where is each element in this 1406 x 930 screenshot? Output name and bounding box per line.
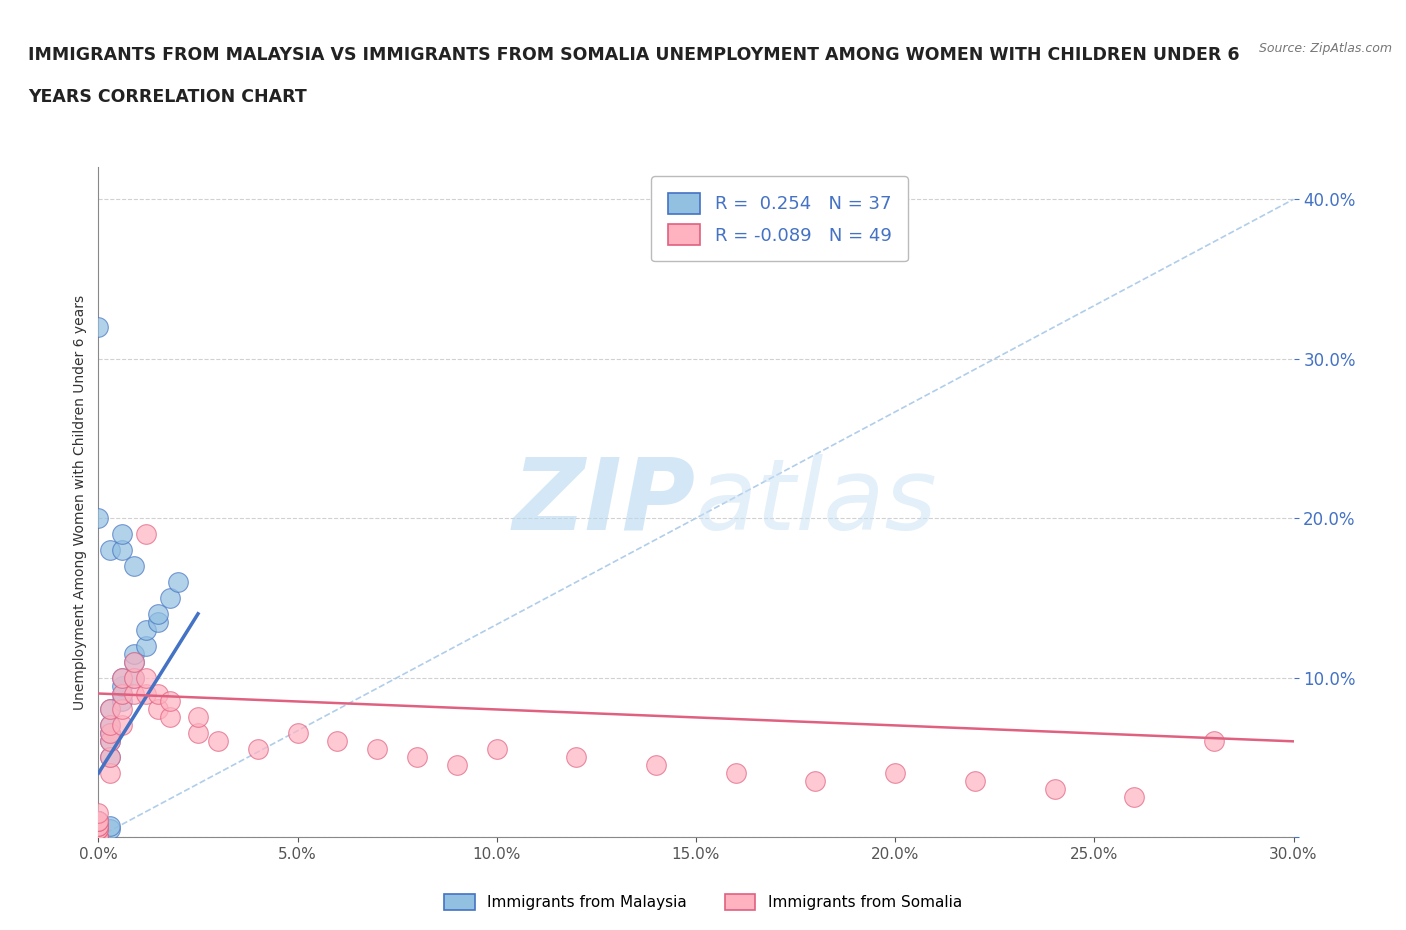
Point (87, 319, 110, 334)
Point (366, 742, 388, 757)
Legend: R =  0.254   N = 37, R = -0.089   N = 49: R = 0.254 N = 37, R = -0.089 N = 49 (651, 177, 908, 261)
Text: IMMIGRANTS FROM MALAYSIA VS IMMIGRANTS FROM SOMALIA UNEMPLOYMENT AMONG WOMEN WIT: IMMIGRANTS FROM MALAYSIA VS IMMIGRANTS F… (28, 46, 1240, 64)
Point (87, 821, 110, 836)
Point (963, 774, 986, 789)
Point (87, 821, 110, 836)
Point (406, 750, 429, 764)
Point (565, 750, 588, 764)
Point (326, 734, 349, 749)
Point (148, 606, 170, 621)
Point (159, 694, 181, 709)
Point (159, 591, 181, 605)
Point (87, 818, 110, 833)
Point (100, 702, 122, 717)
Point (167, 575, 190, 590)
Point (111, 694, 134, 709)
Point (87, 818, 110, 833)
Point (111, 671, 134, 685)
Point (100, 734, 122, 749)
Point (87, 814, 110, 829)
Point (100, 726, 122, 741)
Point (87, 821, 110, 836)
Point (124, 654, 146, 669)
Point (100, 542, 122, 557)
Point (111, 542, 134, 557)
Point (87, 821, 110, 836)
Point (135, 671, 157, 685)
Point (100, 750, 122, 764)
Point (187, 726, 209, 741)
Legend: Immigrants from Malaysia, Immigrants from Somalia: Immigrants from Malaysia, Immigrants fro… (436, 886, 970, 918)
Point (87, 830, 110, 844)
Point (287, 726, 309, 741)
Point (124, 671, 146, 685)
Point (111, 526, 134, 541)
Point (135, 638, 157, 653)
Point (124, 671, 146, 685)
Point (148, 702, 170, 717)
Point (207, 734, 229, 749)
Point (148, 686, 170, 701)
Point (87, 830, 110, 844)
Point (100, 821, 122, 836)
Point (87, 821, 110, 836)
Point (724, 765, 747, 780)
Point (100, 718, 122, 733)
Point (1123, 790, 1146, 804)
Point (87, 814, 110, 829)
Point (87, 814, 110, 829)
Point (124, 686, 146, 701)
Point (100, 750, 122, 764)
Point (135, 686, 157, 701)
Text: YEARS CORRELATION CHART: YEARS CORRELATION CHART (28, 88, 307, 106)
Point (159, 710, 181, 724)
Point (111, 718, 134, 733)
Point (111, 678, 134, 693)
Point (100, 726, 122, 741)
Point (111, 671, 134, 685)
Point (87, 805, 110, 820)
Point (804, 774, 827, 789)
Point (884, 765, 907, 780)
Point (87, 511, 110, 525)
Y-axis label: Unemployment Among Women with Children Under 6 years: Unemployment Among Women with Children U… (73, 295, 87, 710)
Text: ZIP: ZIP (513, 454, 696, 551)
Text: atlas: atlas (696, 454, 938, 551)
Point (87, 830, 110, 844)
Point (100, 734, 122, 749)
Point (111, 686, 134, 701)
Point (135, 622, 157, 637)
Point (485, 742, 508, 757)
Point (187, 710, 209, 724)
Point (135, 526, 157, 541)
Point (148, 615, 170, 630)
Point (87, 830, 110, 844)
Text: Source: ZipAtlas.com: Source: ZipAtlas.com (1258, 42, 1392, 55)
Point (124, 646, 146, 661)
Point (100, 718, 122, 733)
Point (111, 702, 134, 717)
Point (87, 814, 110, 829)
Point (446, 758, 468, 773)
Point (111, 686, 134, 701)
Point (87, 818, 110, 833)
Point (100, 702, 122, 717)
Point (1202, 734, 1225, 749)
Point (645, 758, 668, 773)
Point (87, 818, 110, 833)
Point (246, 742, 269, 757)
Point (100, 818, 122, 833)
Point (1043, 782, 1066, 797)
Point (87, 830, 110, 844)
Point (87, 814, 110, 829)
Point (87, 830, 110, 844)
Point (124, 559, 146, 574)
Point (124, 654, 146, 669)
Point (100, 765, 122, 780)
